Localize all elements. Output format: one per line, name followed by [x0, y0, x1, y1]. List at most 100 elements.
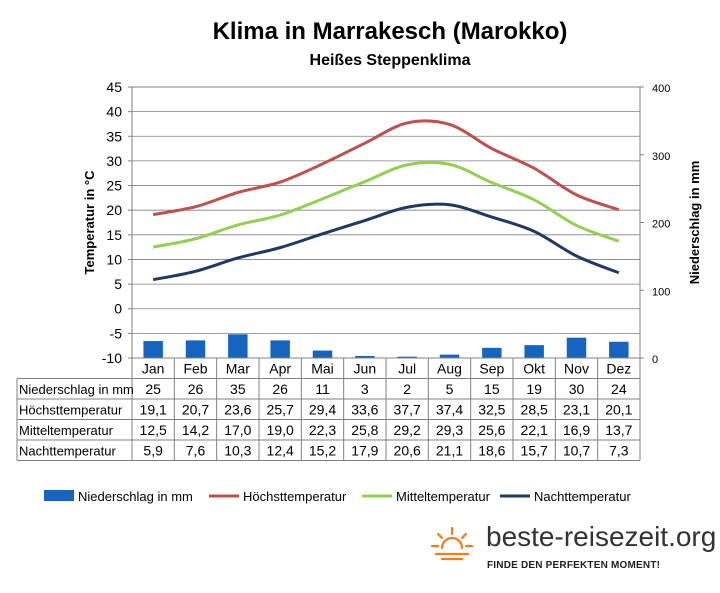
- bar-precipitation: [312, 350, 333, 358]
- bar-precipitation: [270, 340, 290, 358]
- data-label: 12,4: [267, 442, 294, 458]
- brand-slogan: FINDE DEN PERFEKTEN MOMENT!: [487, 560, 661, 571]
- data-label: 17,9: [351, 442, 378, 458]
- y-tick-label-left: 15: [106, 227, 122, 243]
- y-tick-label-left: 20: [106, 202, 122, 218]
- data-label: 35: [230, 381, 246, 397]
- data-label: 22,3: [309, 422, 336, 438]
- bar-precipitation: [185, 340, 206, 358]
- data-label: 25,8: [351, 422, 378, 438]
- series-line-h-chsttemperatur: [152, 119, 620, 217]
- table-row-label: Nachttemperatur: [19, 443, 116, 458]
- bar-precipitation: [482, 347, 502, 358]
- bar-precipitation: [397, 356, 417, 358]
- data-label: 7,6: [186, 442, 206, 458]
- data-label: 16,9: [563, 422, 590, 438]
- data-label: 23,6: [224, 401, 251, 417]
- x-tick-label: Nov: [564, 360, 589, 376]
- y-tick-label-left: 40: [106, 104, 122, 120]
- y-tick-label-left: 45: [106, 79, 122, 95]
- legend-entry: Mitteltemperatur: [396, 489, 491, 504]
- bar-precipitation: [524, 345, 544, 358]
- sun-logo-icon: [430, 524, 474, 569]
- x-tick-label: Aug: [437, 360, 462, 376]
- data-label: 24: [611, 381, 627, 397]
- data-label: 14,2: [182, 422, 209, 438]
- x-tick-label: Jan: [142, 360, 165, 376]
- y-tick-label-right: 100: [652, 286, 670, 298]
- y-tick-label-right: 400: [652, 83, 670, 95]
- data-label: 25,7: [267, 401, 294, 417]
- chart-title: Klima in Marrakesch (Marokko): [212, 18, 568, 45]
- y-tick-label-right: 0: [652, 354, 658, 366]
- data-label: 23,1: [563, 401, 590, 417]
- y-tick-label-left: -10: [102, 350, 122, 366]
- bar-precipitation: [566, 337, 587, 358]
- data-label: 19,1: [140, 401, 167, 417]
- legend-entry: Höchsttemperatur: [243, 489, 347, 504]
- data-label: 12,5: [140, 422, 167, 438]
- data-label: 28,5: [521, 401, 548, 417]
- y-tick-label-left: -5: [110, 325, 123, 341]
- y-tick-label-right: 300: [652, 151, 670, 163]
- x-tick-label: Jun: [354, 360, 377, 376]
- y-tick-label-left: 35: [106, 128, 122, 144]
- data-label: 2: [403, 381, 411, 397]
- table-row-label: Höchsttemperatur: [19, 402, 123, 417]
- data-label: 7,3: [609, 442, 629, 458]
- data-label: 15,2: [309, 442, 336, 458]
- plot-area: [131, 86, 641, 359]
- legend-swatch: [44, 490, 74, 501]
- data-label: 10,3: [224, 442, 251, 458]
- data-label: 29,3: [436, 422, 463, 438]
- y-axis-label-right: Niederschlag in mm: [687, 161, 702, 285]
- data-label: 22,1: [521, 422, 548, 438]
- data-label: 20,7: [182, 401, 209, 417]
- data-label: 37,7: [394, 401, 421, 417]
- table-row-label: Mitteltemperatur: [19, 423, 114, 438]
- data-label: 19: [526, 381, 542, 397]
- data-label: 32,5: [478, 401, 505, 417]
- data-label: 26: [188, 381, 204, 397]
- data-label: 10,7: [563, 442, 590, 458]
- data-label: 11: [315, 381, 330, 397]
- y-axis-label-left: Temperatur in °C: [82, 170, 97, 275]
- y-tick-label-left: 25: [106, 178, 122, 194]
- brand-name: beste-reisezeit.org: [486, 521, 717, 552]
- series-line-nachttemperatur: [152, 202, 620, 282]
- data-label: 29,4: [309, 401, 336, 417]
- data-label: 20,6: [394, 442, 421, 458]
- data-label: 15: [484, 381, 500, 397]
- chart-subtitle: Heißes Steppenklima: [309, 52, 471, 69]
- x-tick-label: Mai: [311, 360, 334, 376]
- legend-entry: Niederschlag in mm: [78, 489, 193, 504]
- data-label: 29,2: [394, 422, 421, 438]
- table-row-label: Niederschlag in mm: [19, 382, 134, 397]
- bar-precipitation: [143, 341, 163, 358]
- data-label: 18,6: [478, 442, 505, 458]
- data-label: 15,7: [521, 442, 548, 458]
- data-label: 17,0: [224, 422, 251, 438]
- y-tick-label-left: 5: [114, 276, 122, 292]
- data-label: 20,1: [605, 401, 632, 417]
- bar-precipitation: [609, 341, 629, 358]
- bar-precipitation: [439, 354, 460, 358]
- data-label: 5: [446, 381, 454, 397]
- data-label: 37,4: [436, 401, 463, 417]
- x-tick-label: Feb: [183, 360, 207, 376]
- y-tick-label-right: 200: [652, 219, 670, 231]
- data-label: 25: [145, 381, 161, 397]
- x-tick-label: Sep: [479, 360, 504, 376]
- data-label: 19,0: [267, 422, 294, 438]
- data-label: 30: [569, 381, 585, 397]
- data-label: 13,7: [605, 422, 632, 438]
- y-tick-label-left: 30: [106, 153, 122, 169]
- series-line-mitteltemperatur: [152, 160, 620, 249]
- y-tick-label-left: 0: [114, 301, 122, 317]
- legend-entry: Nachttemperatur: [534, 489, 631, 504]
- y-tick-label-left: 10: [106, 251, 122, 267]
- data-label: 25,6: [478, 422, 505, 438]
- x-tick-label: Jul: [398, 360, 416, 376]
- data-label: 5,9: [143, 442, 163, 458]
